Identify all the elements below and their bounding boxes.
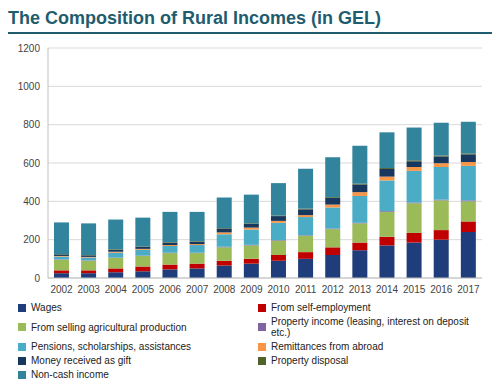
html-text:From selling agricultural prod: From selling agricultural production: [31, 321, 187, 333]
svg-text:2006: 2006: [159, 284, 182, 295]
svg-text:200: 200: [23, 234, 40, 245]
svg-text:2011: 2011: [295, 284, 317, 295]
html-text:Remittances from abroad: Remittances from abroad: [271, 341, 384, 352]
svg-text:2010: 2010: [267, 284, 290, 295]
html-text:Money received as gift: Money received as gift: [31, 355, 132, 366]
svg-text:1200: 1200: [18, 43, 41, 54]
svg-text:2015: 2015: [403, 284, 426, 295]
svg-text:2009: 2009: [240, 284, 263, 295]
svg-text:2003: 2003: [78, 284, 101, 295]
svg-text:2004: 2004: [105, 284, 128, 295]
svg-text:2014: 2014: [376, 284, 399, 295]
svg-text:600: 600: [23, 158, 40, 169]
html-text:Non-cash income: Non-cash income: [31, 369, 109, 380]
html-text:Property income (leasing, inte: Property income (leasing, interest on de…: [271, 316, 469, 338]
svg-text:2013: 2013: [349, 284, 372, 295]
svg-text:2008: 2008: [213, 284, 236, 295]
html-text:Wages: Wages: [31, 302, 62, 313]
svg-text:2005: 2005: [132, 284, 155, 295]
html-text:Property disposal: Property disposal: [271, 355, 349, 366]
svg-text:2007: 2007: [186, 284, 209, 295]
svg-text:2016: 2016: [430, 284, 453, 295]
html-text:The Composition of Rural Incom: The Composition of Rural Incomes (in GEL…: [8, 8, 381, 28]
svg-text:1000: 1000: [18, 81, 41, 92]
svg-text:400: 400: [23, 196, 40, 207]
svg-text:2012: 2012: [322, 284, 345, 295]
svg-text:800: 800: [23, 119, 40, 130]
html-text:From self-employment: From self-employment: [271, 302, 371, 313]
svg-text:0: 0: [34, 273, 40, 284]
svg-text:2002: 2002: [50, 284, 73, 295]
html-text:Pensions, scholarships, assist: Pensions, scholarships, assistances: [31, 341, 192, 352]
svg-text:2017: 2017: [457, 284, 480, 295]
